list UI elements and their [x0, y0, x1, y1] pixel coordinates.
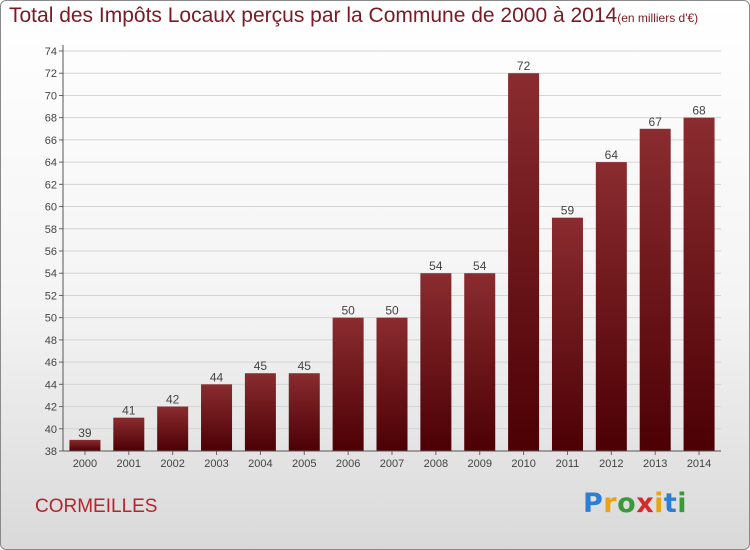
- data-label: 50: [341, 304, 355, 318]
- x-tick-label: 2004: [248, 458, 272, 470]
- proxiti-logo: Proxiti: [583, 488, 687, 519]
- y-tick-label: 48: [45, 335, 57, 347]
- bar: [201, 384, 233, 451]
- data-label: 44: [210, 370, 224, 384]
- data-label: 54: [429, 259, 443, 273]
- y-tick-label: 44: [45, 379, 57, 391]
- x-tick-label: 2012: [599, 458, 623, 470]
- bar: [69, 439, 101, 451]
- y-tick-label: 62: [45, 179, 57, 191]
- y-tick-label: 72: [45, 68, 57, 80]
- x-tick-label: 2002: [160, 458, 184, 470]
- x-tick-label: 2009: [467, 458, 491, 470]
- bar: [376, 317, 408, 451]
- y-tick-label: 40: [45, 424, 57, 436]
- x-tick-label: 2013: [643, 458, 667, 470]
- data-label: 68: [692, 104, 706, 118]
- x-tick-label: 2008: [424, 458, 448, 470]
- y-tick-label: 64: [45, 157, 57, 169]
- logo-letter: t: [663, 488, 678, 519]
- logo-letter: i: [677, 488, 688, 519]
- y-tick-label: 50: [45, 313, 57, 325]
- data-label: 50: [385, 304, 399, 318]
- y-tick-label: 74: [45, 46, 57, 58]
- x-tick-label: 2010: [511, 458, 535, 470]
- logo-letter: r: [603, 488, 618, 519]
- bar: [595, 162, 627, 451]
- chart-title-text: Total des Impôts Locaux perçus par la Co…: [9, 4, 618, 27]
- y-tick-label: 38: [45, 446, 57, 458]
- data-label: 39: [78, 426, 92, 440]
- chart-title: Total des Impôts Locaux perçus par la Co…: [9, 4, 698, 28]
- data-label: 67: [649, 115, 663, 129]
- bar: [639, 128, 671, 451]
- logo-letter: x: [636, 488, 655, 519]
- data-label: 45: [254, 359, 268, 373]
- y-tick-label: 60: [45, 202, 57, 214]
- bar: [332, 317, 364, 451]
- data-label: 59: [561, 204, 575, 218]
- data-label: 64: [605, 148, 619, 162]
- x-tick-label: 2003: [204, 458, 228, 470]
- data-label: 72: [517, 59, 531, 73]
- bar: [683, 117, 715, 452]
- x-tick-label: 2000: [73, 458, 97, 470]
- y-tick-label: 58: [45, 224, 57, 236]
- data-label: 41: [122, 404, 136, 418]
- chart-title-unit: (en milliers d'€): [617, 11, 699, 25]
- bar: [288, 373, 320, 451]
- bar: [508, 73, 540, 451]
- y-tick-label: 52: [45, 290, 57, 302]
- bar: [244, 373, 276, 451]
- y-tick-label: 56: [45, 246, 57, 258]
- bar: [420, 273, 452, 451]
- y-tick-label: 68: [45, 113, 57, 125]
- x-tick-label: 2011: [556, 458, 580, 470]
- logo-letter: i: [654, 488, 664, 519]
- y-tick-label: 54: [45, 268, 57, 280]
- bar: [157, 406, 189, 451]
- commune-name: CORMEILLES: [35, 496, 158, 517]
- x-tick-label: 2001: [117, 458, 141, 470]
- data-label: 45: [298, 359, 312, 373]
- data-label: 42: [166, 393, 180, 407]
- y-tick-label: 46: [45, 357, 57, 369]
- logo-letter: o: [617, 488, 637, 519]
- x-tick-label: 2007: [380, 458, 404, 470]
- logo-letter: P: [583, 488, 604, 519]
- y-tick-label: 66: [45, 135, 57, 147]
- x-tick-label: 2006: [336, 458, 360, 470]
- bar: [551, 217, 583, 451]
- bar: [113, 417, 145, 451]
- y-tick-label: 70: [45, 90, 57, 102]
- x-tick-label: 2005: [292, 458, 316, 470]
- x-tick-label: 2014: [687, 458, 711, 470]
- y-tick-label: 42: [45, 402, 57, 414]
- data-label: 54: [473, 259, 487, 273]
- bar: [464, 273, 496, 451]
